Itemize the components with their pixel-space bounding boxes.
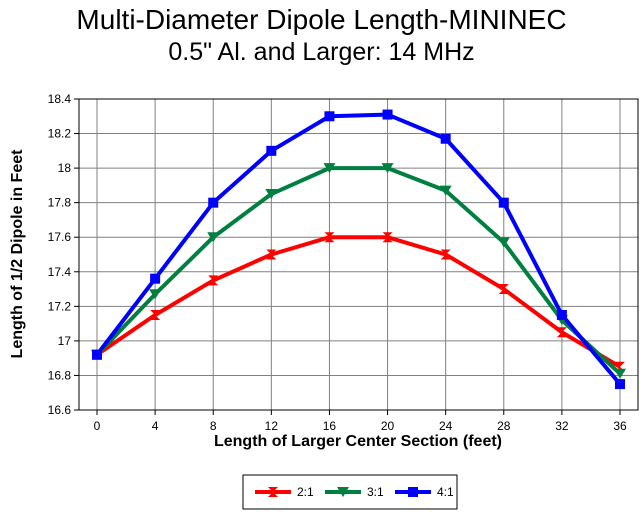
legend-marker — [268, 487, 278, 497]
data-point — [556, 327, 567, 338]
data-point — [323, 163, 336, 174]
y-tick-label: 18.4 — [48, 92, 72, 106]
data-point — [497, 237, 510, 248]
series-line-1 — [95, 166, 622, 376]
plot-area — [78, 98, 639, 411]
data-point — [498, 284, 509, 295]
x-tick-label: 36 — [613, 419, 627, 433]
x-tick-label: 4 — [152, 419, 159, 433]
data-point — [150, 273, 161, 284]
series-line-0 — [95, 235, 622, 369]
x-tick-label: 8 — [210, 419, 217, 433]
y-tick-label: 18 — [58, 161, 72, 175]
legend: 2:1 3:1 4:1 — [242, 474, 458, 510]
data-point — [440, 249, 451, 260]
data-point — [498, 197, 509, 208]
data-point — [615, 379, 625, 390]
data-point — [266, 145, 277, 156]
data-point — [439, 185, 452, 196]
series-line-2 — [95, 112, 622, 386]
data-point — [556, 309, 567, 320]
series-lines — [95, 112, 622, 386]
data-point — [149, 289, 162, 300]
x-tick-label: 20 — [381, 419, 395, 433]
data-point — [381, 163, 394, 174]
data-point — [208, 275, 219, 286]
y-axis-ticks: 16.6 16.8 17 17.2 17.4 17.6 17.8 18 18.2 18.4 — [48, 92, 79, 417]
x-tick-label: 24 — [439, 419, 453, 433]
x-axis-ticks: 0 4 8 12 16 20 24 28 32 36 — [94, 410, 627, 433]
chart-subtitle: 0.5" Al. and Larger: 14 MHz — [168, 38, 475, 66]
data-point — [150, 309, 161, 320]
y-tick-label: 17.8 — [48, 196, 72, 210]
x-tick-label: 32 — [555, 419, 569, 433]
legend-label: 2:1 — [297, 485, 314, 499]
series-markers — [91, 109, 626, 390]
y-tick-label: 16.6 — [48, 403, 72, 417]
data-point — [92, 349, 102, 360]
y-tick-label: 16.8 — [48, 368, 72, 382]
data-point — [614, 368, 626, 379]
data-point — [440, 133, 451, 144]
y-tick-label: 17.4 — [48, 265, 72, 279]
data-point — [324, 232, 335, 243]
legend-marker — [337, 487, 349, 497]
data-point — [382, 109, 393, 120]
data-point — [207, 232, 220, 243]
x-tick-label: 12 — [265, 419, 279, 433]
legend-marker — [408, 487, 418, 497]
y-tick-label: 18.2 — [48, 127, 72, 141]
data-point — [208, 197, 219, 208]
data-point — [324, 111, 335, 122]
chart-title: Multi-Diameter Dipole Length-MININEC — [76, 4, 567, 35]
grid-lines — [79, 98, 638, 411]
x-axis-label: Length of Larger Center Section (feet) — [214, 433, 502, 450]
data-point — [266, 249, 277, 260]
y-tick-label: 17.2 — [48, 299, 72, 313]
y-axis-label: Length of 1/2 Dipole in Feet — [9, 149, 26, 359]
legend-label: 4:1 — [437, 485, 454, 499]
x-tick-label: 16 — [323, 419, 337, 433]
data-point — [382, 232, 393, 243]
x-tick-label: 0 — [94, 419, 101, 433]
y-tick-label: 17.6 — [48, 230, 72, 244]
data-point — [265, 189, 278, 200]
legend-label: 3:1 — [367, 485, 384, 499]
y-tick-label: 17 — [58, 334, 72, 348]
x-tick-label: 28 — [497, 419, 511, 433]
